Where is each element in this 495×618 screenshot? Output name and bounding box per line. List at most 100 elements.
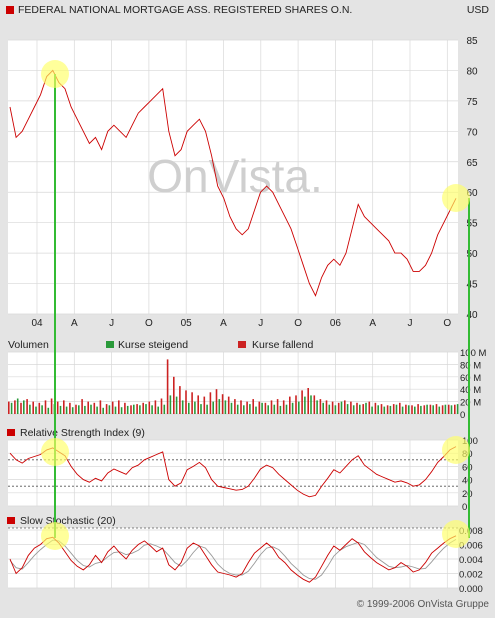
volume-bar-up <box>90 404 92 414</box>
volume-bar-down <box>356 402 358 414</box>
volume-bar-down <box>240 400 242 414</box>
volume-bar-down <box>417 404 419 414</box>
date-tick-label: O <box>145 318 153 329</box>
highlight-circle-price-current <box>442 184 470 212</box>
volume-bar-up <box>249 404 251 414</box>
stochastic-signal-line <box>9 539 457 580</box>
volume-bar-down <box>374 402 377 414</box>
volume-bar-up <box>414 406 416 414</box>
price-ytick-label: 50 <box>466 249 478 260</box>
volume-bar-up <box>420 405 422 414</box>
volume-bar-up <box>78 405 80 414</box>
volume-ytick-label: 60 M <box>460 373 481 384</box>
date-tick-label: 05 <box>181 318 193 329</box>
volume-bar-up <box>163 404 166 414</box>
rsi-panel <box>8 440 458 506</box>
volume-bar-up <box>200 404 202 414</box>
volume-bar-up <box>23 400 25 414</box>
volume-bar-up <box>346 404 349 414</box>
volume-bar-down <box>350 401 352 414</box>
volume-bar-down <box>264 402 267 414</box>
volume-bar-down <box>203 396 206 414</box>
volume-bar-down <box>386 405 389 414</box>
volume-bar-up <box>267 405 269 414</box>
volume-bar-up <box>456 404 459 414</box>
header: FEDERAL NATIONAL MORTGAGE ASS. REGISTERE… <box>6 4 489 16</box>
volume-bar-down <box>185 390 187 414</box>
volume-bar-up <box>261 402 263 414</box>
volume-bar-up <box>401 406 404 414</box>
volume-bar-down <box>93 402 96 414</box>
volume-bar-down <box>307 388 309 414</box>
volume-bar-up <box>371 406 373 414</box>
volume-bar-down <box>118 400 120 414</box>
rsi-ytick-label: 0 <box>462 502 467 513</box>
volume-bar-up <box>108 405 111 414</box>
volume-bar-down <box>26 399 28 414</box>
volume-bar-down <box>313 395 316 414</box>
price-panel <box>8 40 458 314</box>
volume-bar-up <box>450 405 453 414</box>
volume-bar-down <box>252 399 254 414</box>
volume-bar-down <box>111 401 114 414</box>
highlight-circle-stochastic-peak <box>41 522 69 550</box>
highlight-circle-stochastic-current <box>442 520 470 548</box>
stochastic-marker <box>7 517 15 524</box>
rsi-ytick-label: 60 <box>462 462 473 473</box>
price-ytick-label: 60 <box>466 188 478 199</box>
legend-up-swatch <box>106 341 114 348</box>
volume-bar-up <box>383 406 386 414</box>
volume-bar-down <box>75 404 77 414</box>
legend-down-swatch <box>238 341 246 348</box>
volume-bar-down <box>124 402 126 414</box>
stochastic-series-line <box>9 535 457 583</box>
date-tick-label: J <box>258 318 263 329</box>
watermark: OnVista. <box>147 150 323 202</box>
volume-bar-up <box>310 395 312 414</box>
volume-bar-down <box>441 405 444 414</box>
stochastic-ytick-label: 0.000 <box>459 584 483 595</box>
volume-bar-down <box>81 399 83 414</box>
date-tick-label: 06 <box>330 318 342 329</box>
volume-bar-down <box>368 401 371 414</box>
stochastic-title: Slow Stochastic (20) <box>20 515 116 527</box>
volume-bar-down <box>362 404 364 414</box>
volume-bar-up <box>328 404 331 414</box>
legend-down-label: Kurse fallend <box>252 339 313 351</box>
date-tick-label: A <box>369 318 376 329</box>
volume-bar-down <box>38 402 41 414</box>
volume-bar-up <box>377 405 379 414</box>
volume-bar-up <box>120 407 123 414</box>
volume-bar-up <box>169 395 172 414</box>
volume-bar-up <box>352 405 355 414</box>
price-ytick-label: 40 <box>466 310 478 321</box>
volume-bar-up <box>114 406 117 414</box>
volume-bar-down <box>20 402 22 414</box>
volume-bar-up <box>218 399 221 414</box>
date-tick-label: J <box>408 318 413 329</box>
volume-bar-down <box>325 400 328 414</box>
volume-bar-up <box>444 404 447 414</box>
date-tick-label: O <box>294 318 302 329</box>
volume-bar-down <box>105 404 108 414</box>
volume-bar-down <box>234 399 236 414</box>
volume-bar-up <box>84 405 86 414</box>
volume-bar-down <box>454 404 456 414</box>
chart-title: FEDERAL NATIONAL MORTGAGE ASS. REGISTERE… <box>18 4 352 16</box>
volume-bar-up <box>175 396 178 414</box>
volume-bar-up <box>273 404 276 414</box>
highlight-circle-rsi-current <box>442 436 470 464</box>
volume-bar-up <box>29 404 31 414</box>
rsi-marker <box>7 429 15 436</box>
volume-bar-down <box>221 394 224 414</box>
volume-bar-down <box>289 396 291 414</box>
volume-bar-up <box>298 401 300 414</box>
volume-bar-up <box>41 405 43 414</box>
volume-bar-down <box>301 390 303 414</box>
volume-bar-down <box>87 401 89 414</box>
volume-bar-down <box>50 398 53 414</box>
volume-bar-up <box>194 401 196 414</box>
volume-bar-up <box>35 406 37 414</box>
volume-bar-down <box>154 400 157 414</box>
legend-up-label: Kurse steigend <box>118 339 188 351</box>
